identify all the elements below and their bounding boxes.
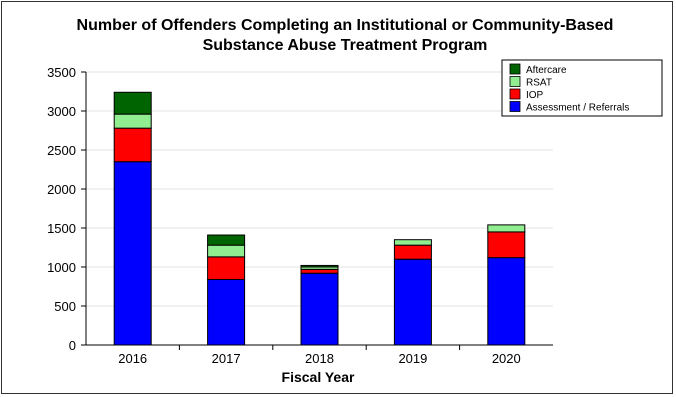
y-tick-label: 2500 (47, 143, 76, 158)
legend-box (501, 59, 663, 117)
bar-segment (207, 234, 246, 246)
bar-segment (393, 258, 432, 346)
bars (113, 91, 526, 346)
y-tick-label: 3000 (47, 104, 76, 119)
legend-label: RSAT (526, 78, 552, 89)
bar-segment (300, 272, 339, 346)
legend-swatch (509, 101, 521, 112)
x-tick-label: 2017 (212, 351, 241, 366)
legend-label: IOP (526, 90, 544, 101)
bar-segment (113, 127, 152, 163)
bar-segment (207, 256, 246, 280)
bar-segment (207, 278, 246, 346)
bar-segment (113, 161, 152, 346)
x-tick-label: 2020 (492, 351, 521, 366)
bar-segment (300, 264, 339, 268)
bar-segment (113, 91, 152, 115)
y-tick-label: 2000 (47, 182, 76, 197)
legend-swatch (509, 76, 521, 87)
bar-segment (300, 268, 339, 274)
bar-segment (487, 257, 526, 346)
x-axis-label: Fiscal Year (282, 369, 355, 385)
chart-title-line-2: Substance Abuse Treatment Program (203, 37, 488, 54)
gridlines (81, 71, 553, 346)
bar-segment (207, 244, 246, 258)
x-tick-label: 2018 (305, 351, 334, 366)
y-tick-label: 1500 (47, 221, 76, 236)
legend-label: Assessment / Referrals (526, 103, 629, 114)
bar-segment (393, 244, 432, 260)
y-tick-label: 3500 (47, 65, 76, 80)
bar-segment (113, 113, 152, 129)
y-tick-label: 1000 (47, 260, 76, 275)
y-tick-label: 500 (54, 299, 76, 314)
bar-segment (487, 224, 526, 233)
x-tick-label: 2019 (398, 351, 427, 366)
y-tick-labels: 0 500 1000 1500 2000 2500 3000 3500 (47, 65, 76, 353)
legend-swatch (509, 63, 521, 75)
bar-segment (487, 231, 526, 259)
legend-label: Aftercare (526, 65, 567, 76)
axes (85, 72, 553, 346)
x-tick-label: 2016 (118, 351, 147, 366)
legend-swatch (509, 88, 521, 100)
chart-title-line-1: Number of Offenders Completing an Instit… (77, 17, 614, 34)
x-tick-labels: 2016 2017 2018 2019 2020 (118, 345, 521, 366)
y-tick-label: 0 (69, 338, 76, 353)
bar-segment (393, 239, 432, 246)
